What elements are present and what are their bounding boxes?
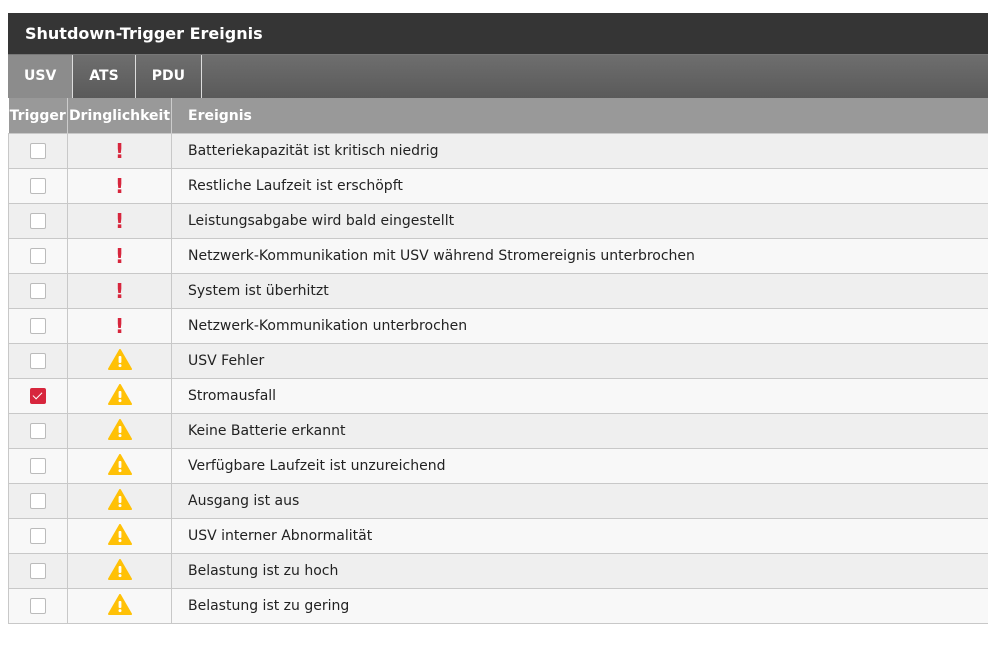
trigger-cell [8,343,68,379]
trigger-cell [8,413,68,449]
warning-triangle-icon [107,488,132,514]
column-header-event: Ereignis [171,98,988,134]
trigger-cell [8,483,68,519]
event-name: Belastung ist zu gering [171,588,988,624]
trigger-checkbox[interactable] [30,493,46,509]
warning-triangle-icon [107,453,132,479]
trigger-cell [8,133,68,169]
critical-exclamation-icon: ! [114,209,125,233]
warning-triangle-icon [107,418,132,444]
trigger-checkbox[interactable] [30,318,46,334]
trigger-checkbox[interactable] [30,213,46,229]
urgency-cell: ! [67,203,172,239]
warning-triangle-icon [107,383,132,409]
table-row: ! Restliche Laufzeit ist erschöpft [8,168,988,204]
trigger-checkbox[interactable] [30,598,46,614]
warning-triangle-icon [107,558,132,584]
trigger-cell [8,518,68,554]
event-name: Ausgang ist aus [171,483,988,519]
table-row: Belastung ist zu hoch [8,553,988,589]
event-name: Belastung ist zu hoch [171,553,988,589]
critical-exclamation-icon: ! [114,279,125,303]
critical-exclamation-icon: ! [114,314,125,338]
tab-usv[interactable]: USV [8,55,74,98]
trigger-checkbox[interactable] [30,528,46,544]
event-name: Keine Batterie erkannt [171,413,988,449]
tab-pdu[interactable]: PDU [136,55,202,98]
trigger-cell [8,273,68,309]
table-row: Belastung ist zu gering [8,588,988,624]
urgency-cell [67,378,172,414]
urgency-cell: ! [67,308,172,344]
table-row: Ausgang ist aus [8,483,988,519]
urgency-cell: ! [67,168,172,204]
table-row: ! Batteriekapazität ist kritisch niedrig [8,133,988,169]
trigger-checkbox[interactable] [30,353,46,369]
trigger-cell [8,553,68,589]
urgency-cell: ! [67,133,172,169]
trigger-checkbox[interactable] [30,283,46,299]
event-name: USV interner Abnormalität [171,518,988,554]
tab-ats[interactable]: ATS [73,55,136,98]
event-name: Netzwerk-Kommunikation mit USV während S… [171,238,988,274]
urgency-cell [67,413,172,449]
trigger-checkbox[interactable] [30,563,46,579]
column-header-trigger: Trigger [8,98,68,134]
table-row: ! Netzwerk-Kommunikation unterbrochen [8,308,988,344]
trigger-cell [8,588,68,624]
event-name: Stromausfall [171,378,988,414]
column-header-urgency: Dringlichkeit [67,98,172,134]
critical-exclamation-icon: ! [114,244,125,268]
trigger-checkbox[interactable] [30,178,46,194]
event-name: System ist überhitzt [171,273,988,309]
table-row: USV interner Abnormalität [8,518,988,554]
warning-triangle-icon [107,348,132,374]
trigger-checkbox[interactable] [30,458,46,474]
urgency-cell: ! [67,273,172,309]
table-row: Keine Batterie erkannt [8,413,988,449]
trigger-cell [8,308,68,344]
trigger-cell [8,203,68,239]
trigger-checkbox[interactable] [30,143,46,159]
table-row: Verfügbare Laufzeit ist unzureichend [8,448,988,484]
trigger-checkbox[interactable] [30,388,46,404]
table-row: Stromausfall [8,378,988,414]
event-name: Leistungsabgabe wird bald eingestellt [171,203,988,239]
trigger-cell [8,448,68,484]
warning-triangle-icon [107,593,132,619]
trigger-checkbox[interactable] [30,423,46,439]
event-name: Batteriekapazität ist kritisch niedrig [171,133,988,169]
urgency-cell [67,553,172,589]
event-name: USV Fehler [171,343,988,379]
trigger-cell [8,168,68,204]
tab-bar: USV ATS PDU [8,55,988,98]
urgency-cell [67,588,172,624]
event-name: Verfügbare Laufzeit ist unzureichend [171,448,988,484]
shutdown-trigger-panel: Shutdown-Trigger Ereignis USV ATS PDU Trig… [8,13,988,624]
table-row: ! Netzwerk-Kommunikation mit USV während … [8,238,988,274]
warning-triangle-icon [107,523,132,549]
event-table: Trigger Dringlichkeit Ereignis ! Batterie… [8,98,988,624]
table-row: ! System ist überhitzt [8,273,988,309]
critical-exclamation-icon: ! [114,139,125,163]
critical-exclamation-icon: ! [114,174,125,198]
trigger-checkbox[interactable] [30,248,46,264]
event-name: Netzwerk-Kommunikation unterbrochen [171,308,988,344]
urgency-cell [67,343,172,379]
trigger-cell [8,378,68,414]
urgency-cell [67,448,172,484]
event-name: Restliche Laufzeit ist erschöpft [171,168,988,204]
urgency-cell [67,483,172,519]
urgency-cell [67,518,172,554]
table-row: ! Leistungsabgabe wird bald eingestellt [8,203,988,239]
table-row: USV Fehler [8,343,988,379]
urgency-cell: ! [67,238,172,274]
panel-title: Shutdown-Trigger Ereignis [8,13,988,55]
trigger-cell [8,238,68,274]
